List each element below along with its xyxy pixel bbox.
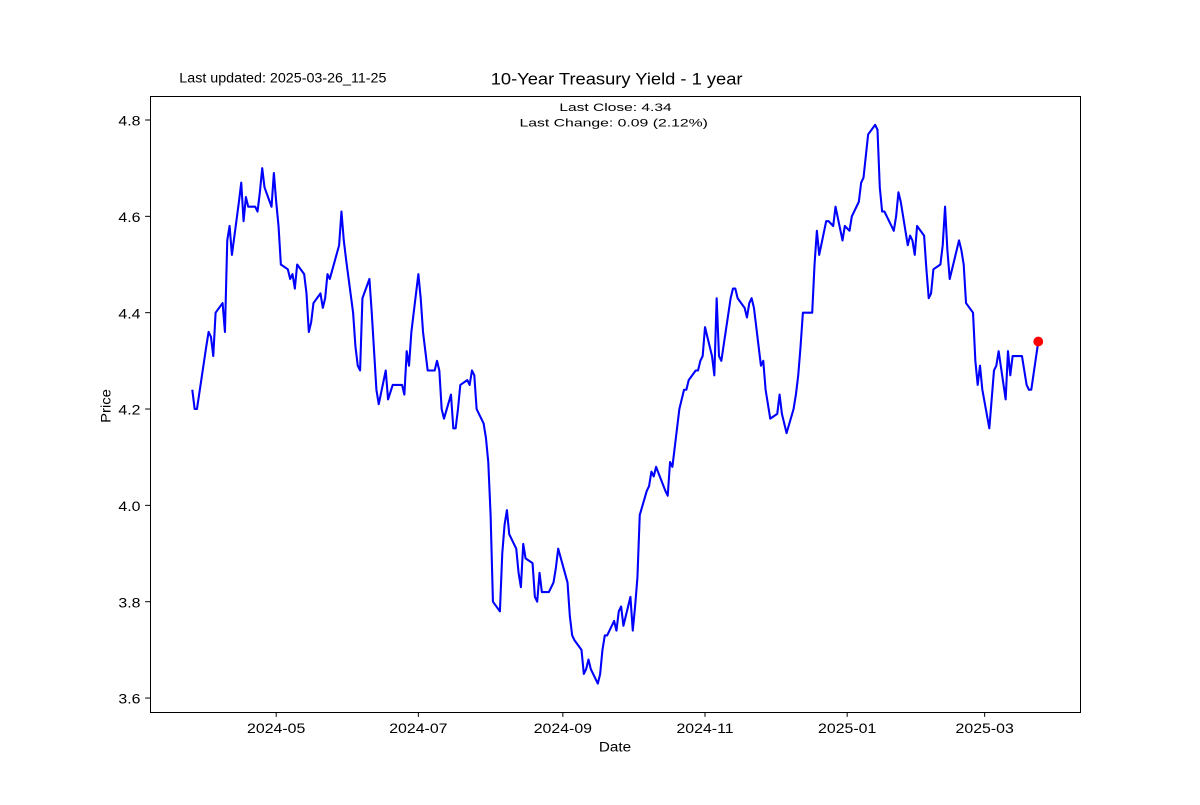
- svg-text:Price: Price: [99, 389, 115, 423]
- svg-text:2024-05: 2024-05: [247, 721, 305, 737]
- svg-text:Date: Date: [599, 740, 631, 755]
- svg-text:2025-01: 2025-01: [818, 721, 876, 737]
- svg-text:10-Year Treasury Yield - 1 yea: 10-Year Treasury Yield - 1 year: [491, 70, 743, 89]
- svg-text:4.2: 4.2: [118, 403, 140, 419]
- svg-text:4.6: 4.6: [118, 210, 140, 226]
- svg-text:4.8: 4.8: [118, 114, 140, 130]
- svg-text:3.8: 3.8: [118, 595, 140, 611]
- svg-text:2024-09: 2024-09: [534, 721, 592, 737]
- svg-text:Last Close: 4.34: Last Close: 4.34: [559, 101, 672, 114]
- svg-text:Last Change: 0.09 (2.12%): Last Change: 0.09 (2.12%): [520, 116, 708, 128]
- svg-text:4.4: 4.4: [118, 306, 140, 322]
- svg-text:2025-03: 2025-03: [956, 721, 1014, 737]
- svg-text:2024-11: 2024-11: [676, 721, 733, 737]
- svg-text:3.6: 3.6: [118, 692, 140, 708]
- svg-text:2024-07: 2024-07: [389, 721, 447, 737]
- svg-text:4.0: 4.0: [118, 499, 140, 515]
- svg-text:Last updated: 2025-03-26_11-25: Last updated: 2025-03-26_11-25: [179, 70, 386, 86]
